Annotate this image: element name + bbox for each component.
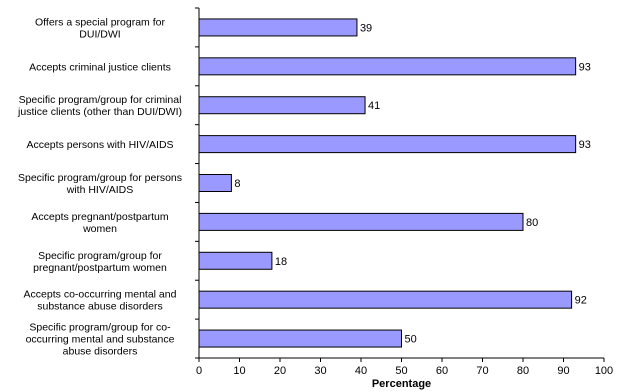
category-label-line: Offers a special program for	[35, 16, 165, 28]
bar-value-label: 93	[579, 139, 591, 151]
x-tick-label: 50	[395, 365, 407, 377]
x-tick-label: 80	[517, 365, 529, 377]
bar-value-label: 80	[526, 217, 538, 229]
category-label-line: abuse disorders	[63, 346, 138, 358]
bar	[198, 251, 273, 270]
category-label: Accepts pregnant/postpartum women	[31, 211, 168, 235]
x-tick-label: 90	[557, 365, 569, 377]
bar	[198, 18, 358, 37]
bar-value-label: 8	[234, 178, 240, 190]
x-tick-label: 40	[355, 365, 367, 377]
category-label: Specific program/group for co-occurring …	[26, 322, 175, 358]
category-label: Accepts co-occurring mental and substance…	[24, 289, 177, 313]
bar	[198, 135, 577, 154]
category-label-line: Accepts co-occurring mental and	[24, 289, 177, 301]
bar	[198, 174, 232, 192]
category-label-line: Specific program/group for	[38, 250, 162, 262]
category-label-line: Accepts criminal justice clients	[29, 61, 171, 73]
category-label: Accepts persons with HIV/AIDS	[26, 139, 173, 151]
category-label: Specific program/group for criminal justi…	[17, 94, 182, 118]
category-label-line: women	[82, 223, 117, 235]
category-label-line: justice clients (other than DUI/DWI)	[17, 106, 182, 118]
x-tick-label: 20	[274, 365, 286, 377]
x-tick-label: 100	[595, 365, 613, 377]
category-label-line: Accepts pregnant/postpartum	[31, 211, 168, 223]
category-label: Specific program/group for pregnant/postp…	[33, 250, 167, 274]
bar-value-label: 93	[579, 61, 591, 73]
y-axis-ticks	[195, 7, 199, 359]
bars	[198, 18, 577, 348]
bar-value-label: 50	[405, 334, 417, 346]
bar-value-label: 39	[360, 22, 372, 34]
x-tick-label: 70	[476, 365, 488, 377]
bar-value-label: 92	[575, 295, 587, 307]
bar-value-label: 41	[368, 100, 380, 112]
x-tick-label: 60	[436, 365, 448, 377]
data-labels: 39 93 41 93 8 80 18 92 50	[234, 22, 591, 345]
category-label-line: Specific program/group for co-	[29, 322, 171, 334]
bar	[198, 290, 573, 309]
category-labels: Offers a special program for DUI/DWI Accep…	[17, 16, 182, 357]
category-label: Offers a special program for DUI/DWI	[35, 16, 165, 40]
x-axis-label: Percentage	[372, 378, 431, 390]
category-label-line: DUI/DWI	[79, 28, 120, 40]
x-tick-label: 0	[196, 365, 202, 377]
category-label-line: pregnant/postpartum women	[33, 262, 167, 274]
category-label-line: substance abuse disorders	[37, 301, 163, 313]
category-label: Specific program/group for persons with H…	[18, 172, 182, 196]
category-label-line: Accepts persons with HIV/AIDS	[26, 139, 173, 151]
x-axis-ticks: 0 10 20 30 40 50 60 70 80 90 100	[196, 358, 613, 377]
bar	[198, 96, 366, 115]
bar	[198, 329, 402, 348]
category-label-line: Specific program/group for criminal	[19, 94, 182, 106]
category-label-line: Specific program/group for persons	[18, 172, 182, 184]
category-label-line: occurring mental and substance	[26, 334, 175, 346]
bar	[198, 57, 577, 76]
x-tick-label: 30	[314, 365, 326, 377]
bar	[198, 212, 524, 231]
category-label: Accepts criminal justice clients	[29, 61, 171, 73]
category-label-line: with HIV/AIDS	[66, 184, 134, 196]
x-tick-label: 10	[233, 365, 245, 377]
bar-value-label: 18	[275, 256, 287, 268]
